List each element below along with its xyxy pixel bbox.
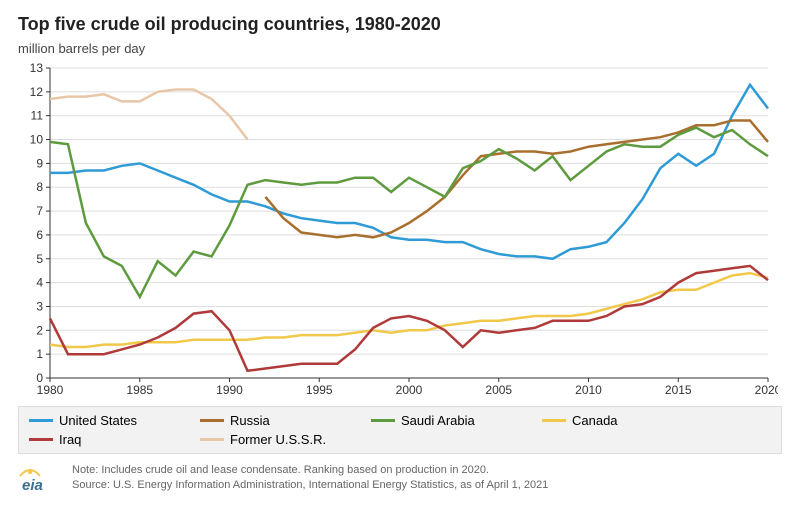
legend-swatch bbox=[200, 438, 224, 441]
legend-label: Iraq bbox=[59, 432, 81, 447]
svg-text:11: 11 bbox=[31, 109, 44, 123]
series-united-states bbox=[50, 85, 768, 259]
legend-item: United States bbox=[29, 413, 194, 428]
series-russia bbox=[265, 121, 768, 238]
svg-text:5: 5 bbox=[36, 252, 43, 266]
plot-svg: 0123456789101112131980198519901995200020… bbox=[18, 60, 778, 400]
legend-label: United States bbox=[59, 413, 137, 428]
svg-text:7: 7 bbox=[36, 204, 43, 218]
svg-text:eia: eia bbox=[22, 477, 43, 494]
legend-item: Russia bbox=[200, 413, 365, 428]
chart-container: Top five crude oil producing countries, … bbox=[0, 0, 800, 520]
svg-text:2000: 2000 bbox=[396, 383, 423, 397]
notes: Note: Includes crude oil and lease conde… bbox=[72, 463, 548, 493]
svg-text:13: 13 bbox=[30, 61, 44, 75]
legend-label: Russia bbox=[230, 413, 270, 428]
legend-swatch bbox=[200, 419, 224, 422]
legend-swatch bbox=[29, 419, 53, 422]
chart-subtitle: million barrels per day bbox=[18, 41, 782, 56]
svg-text:2005: 2005 bbox=[485, 383, 512, 397]
svg-text:1980: 1980 bbox=[37, 383, 64, 397]
footer: eia Note: Includes crude oil and lease c… bbox=[18, 462, 782, 494]
series-former-u-s-s-r- bbox=[50, 90, 248, 140]
note-line: Note: Includes crude oil and lease conde… bbox=[72, 463, 548, 478]
svg-text:2015: 2015 bbox=[665, 383, 692, 397]
chart-title: Top five crude oil producing countries, … bbox=[18, 14, 782, 35]
legend-label: Former U.S.S.R. bbox=[230, 432, 326, 447]
series-canada bbox=[50, 273, 768, 347]
svg-text:2010: 2010 bbox=[575, 383, 602, 397]
svg-text:1990: 1990 bbox=[216, 383, 243, 397]
legend-label: Saudi Arabia bbox=[401, 413, 475, 428]
svg-text:1995: 1995 bbox=[306, 383, 333, 397]
legend-item: Iraq bbox=[29, 432, 194, 447]
plot-area: 0123456789101112131980198519901995200020… bbox=[18, 60, 778, 400]
svg-text:6: 6 bbox=[36, 228, 43, 242]
svg-text:12: 12 bbox=[30, 85, 44, 99]
svg-text:1: 1 bbox=[36, 347, 43, 361]
eia-logo: eia bbox=[18, 462, 62, 494]
source-line: Source: U.S. Energy Information Administ… bbox=[72, 478, 548, 493]
svg-text:3: 3 bbox=[36, 299, 43, 313]
legend-label: Canada bbox=[572, 413, 618, 428]
legend-swatch bbox=[29, 438, 53, 441]
series-iraq bbox=[50, 266, 768, 371]
legend-item: Canada bbox=[542, 413, 707, 428]
svg-text:4: 4 bbox=[36, 276, 43, 290]
svg-text:2: 2 bbox=[36, 323, 43, 337]
svg-text:10: 10 bbox=[30, 133, 44, 147]
svg-text:8: 8 bbox=[36, 180, 43, 194]
legend-swatch bbox=[371, 419, 395, 422]
series-saudi-arabia bbox=[50, 128, 768, 297]
legend-item: Former U.S.S.R. bbox=[200, 432, 365, 447]
legend-item: Saudi Arabia bbox=[371, 413, 536, 428]
svg-text:2020: 2020 bbox=[755, 383, 778, 397]
svg-text:1985: 1985 bbox=[126, 383, 153, 397]
legend-swatch bbox=[542, 419, 566, 422]
svg-text:9: 9 bbox=[36, 156, 43, 170]
legend: United States Russia Saudi Arabia Canada Ira… bbox=[18, 406, 782, 454]
